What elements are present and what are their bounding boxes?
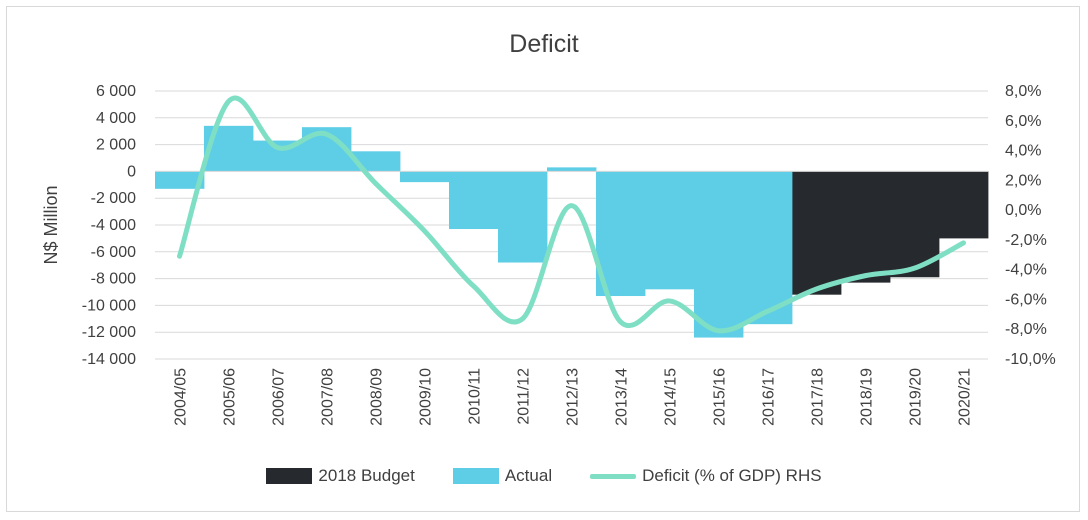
x-tick-label: 2010/11 bbox=[467, 368, 484, 425]
y2-tick-label: 8,0% bbox=[1005, 83, 1041, 100]
y-tick-label: -12 000 bbox=[82, 324, 136, 341]
x-tick-label: 2014/15 bbox=[663, 368, 680, 426]
bar bbox=[694, 171, 744, 338]
legend-label-actual: Actual bbox=[504, 466, 553, 485]
y-tick-label: 2 000 bbox=[96, 137, 136, 154]
x-tick-label: 2017/18 bbox=[810, 368, 827, 426]
y-axis-left-ticks: 6 000 4 000 2 000 0 -2 000 -4 000 -6 000 -8 000… bbox=[82, 83, 136, 368]
legend-label-budget: 2018 Budget bbox=[318, 466, 415, 485]
legend-item-deficit: Deficit (% of GDP) RHS bbox=[590, 466, 822, 486]
x-tick-label: 2006/07 bbox=[271, 368, 288, 426]
bar bbox=[547, 167, 597, 172]
legend-swatch-deficit bbox=[590, 473, 637, 479]
x-tick-label: 2015/16 bbox=[712, 368, 729, 426]
y-tick-label: 4 000 bbox=[96, 110, 136, 127]
y2-tick-label: 2,0% bbox=[1005, 172, 1041, 189]
x-tick-label: 2008/09 bbox=[369, 368, 386, 426]
x-tick-label: 2009/10 bbox=[418, 368, 435, 426]
bar bbox=[400, 171, 450, 183]
x-tick-label: 2005/06 bbox=[222, 368, 239, 426]
x-tick-label: 2004/05 bbox=[173, 368, 190, 426]
y2-tick-label: -4,0% bbox=[1005, 262, 1047, 279]
chart-title: Deficit bbox=[509, 30, 579, 58]
bar bbox=[939, 171, 989, 239]
y2-tick-label: -6,0% bbox=[1005, 291, 1047, 308]
bar bbox=[841, 171, 891, 283]
x-tick-label: 2013/14 bbox=[614, 368, 631, 426]
legend-item-budget: 2018 Budget bbox=[266, 466, 415, 486]
y-tick-label: -4 000 bbox=[91, 217, 136, 234]
bar bbox=[596, 171, 646, 297]
y2-tick-label: 4,0% bbox=[1005, 143, 1041, 160]
y-tick-label: 6 000 bbox=[96, 83, 136, 100]
x-axis-ticks: 2004/05 2005/06 2006/07 2007/08 2008/09 2009/… bbox=[173, 368, 974, 426]
x-tick-label: 2018/19 bbox=[859, 368, 876, 426]
y2-tick-label: -10,0% bbox=[1005, 351, 1056, 368]
legend-swatch-budget bbox=[266, 468, 313, 484]
x-tick-label: 2019/20 bbox=[908, 368, 925, 426]
bar bbox=[498, 171, 548, 263]
bar bbox=[155, 171, 205, 189]
y2-tick-label: -8,0% bbox=[1005, 321, 1047, 338]
bar bbox=[792, 171, 842, 295]
legend-swatch-actual bbox=[452, 468, 499, 484]
legend-item-actual: Actual bbox=[452, 466, 553, 486]
y2-tick-label: -2,0% bbox=[1005, 232, 1047, 249]
y2-tick-label: 0,0% bbox=[1005, 202, 1041, 219]
legend-label-deficit: Deficit (% of GDP) RHS bbox=[642, 466, 822, 485]
bar bbox=[449, 171, 499, 230]
x-tick-label: 2011/12 bbox=[516, 368, 533, 425]
x-tick-label: 2012/13 bbox=[565, 368, 582, 426]
y-tick-label: -10 000 bbox=[82, 297, 136, 314]
bar bbox=[743, 171, 793, 325]
y-tick-label: -8 000 bbox=[91, 271, 136, 288]
x-tick-label: 2016/17 bbox=[761, 368, 778, 426]
legend: 2018 Budget Actual Deficit (% of GDP) RH… bbox=[0, 466, 1088, 486]
deficit-line-path bbox=[177, 95, 966, 334]
deficit-line bbox=[177, 95, 966, 334]
y-axis-right-ticks: 8,0% 6,0% 4,0% 2,0% 0,0% -2,0% -4,0% -6,0% -8,0%… bbox=[1005, 83, 1056, 368]
y-tick-label: -2 000 bbox=[91, 190, 136, 207]
y-axis-label: N$ Million bbox=[41, 185, 61, 264]
y2-tick-label: 6,0% bbox=[1005, 113, 1041, 130]
y-tick-label: -6 000 bbox=[91, 244, 136, 261]
x-tick-label: 2020/21 bbox=[957, 368, 974, 426]
y-tick-label: 0 bbox=[127, 163, 136, 180]
x-tick-label: 2007/08 bbox=[320, 368, 337, 426]
bars bbox=[155, 125, 989, 338]
bar bbox=[645, 171, 695, 290]
y-tick-label: -14 000 bbox=[82, 351, 136, 368]
